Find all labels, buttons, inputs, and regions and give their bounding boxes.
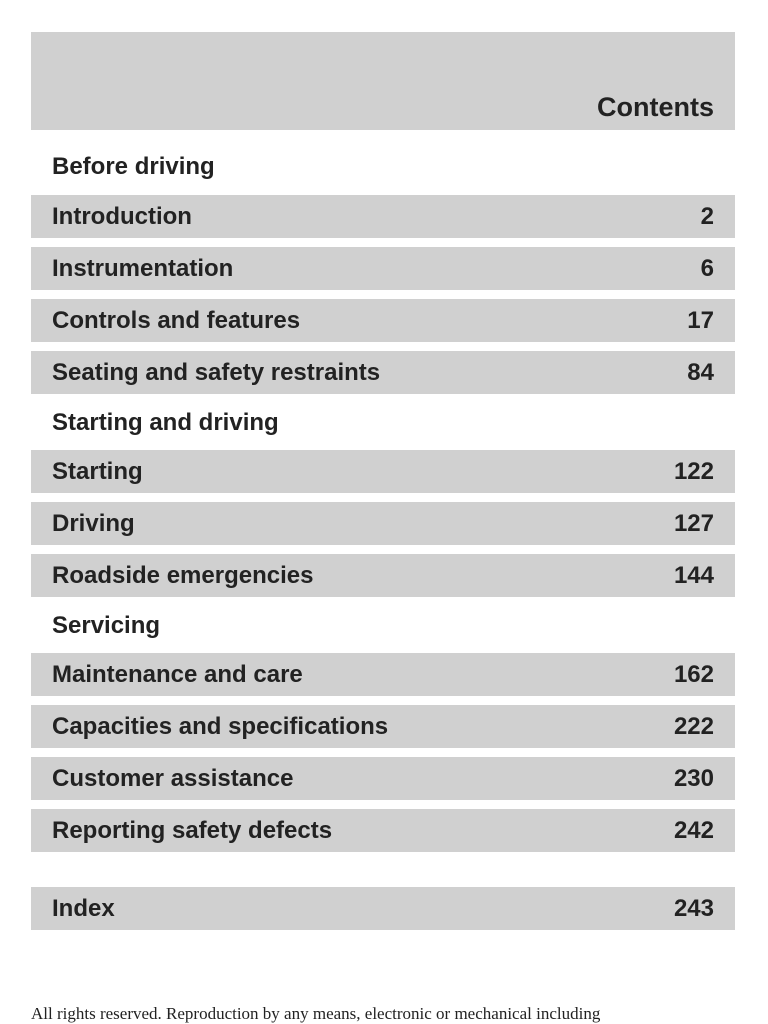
toc-entry-label: Roadside emergencies [52, 561, 314, 589]
toc-entry-controls-and-features[interactable]: Controls and features 17 [31, 299, 735, 342]
toc-entry-label: Capacities and specifications [52, 712, 389, 740]
toc-entry-label: Seating and safety restraints [52, 358, 381, 386]
toc-entry-reporting-safety-defects[interactable]: Reporting safety defects 242 [31, 809, 735, 852]
toc-entry-page: 144 [673, 561, 714, 589]
toc-entry-page: 2 [700, 202, 714, 230]
toc-entry-page: 243 [673, 894, 714, 922]
toc-entry-introduction[interactable]: Introduction 2 [31, 195, 735, 238]
toc-entry-page: 127 [673, 509, 714, 537]
section-heading-before-driving: Before driving [52, 153, 215, 180]
toc-entry-label: Index [52, 894, 115, 922]
toc-entry-capacities-and-specifications[interactable]: Capacities and specifications 222 [31, 705, 735, 748]
toc-entry-label: Maintenance and care [52, 660, 303, 688]
section-heading-starting-and-driving: Starting and driving [52, 409, 279, 436]
toc-entry-seating-and-safety-restraints[interactable]: Seating and safety restraints 84 [31, 351, 735, 394]
toc-entry-starting[interactable]: Starting 122 [31, 450, 735, 493]
toc-entry-page: 84 [687, 358, 714, 386]
section-heading-servicing: Servicing [52, 612, 161, 639]
toc-entry-page: 230 [673, 764, 714, 792]
toc-entry-instrumentation[interactable]: Instrumentation 6 [31, 247, 735, 290]
toc-entry-page: 122 [673, 457, 714, 485]
toc-entry-page: 6 [700, 254, 714, 282]
toc-entry-label: Customer assistance [52, 764, 294, 792]
contents-header: Contents [31, 32, 735, 130]
toc-entry-index[interactable]: Index 243 [31, 887, 735, 930]
toc-entry-label: Controls and features [52, 306, 301, 334]
toc-entry-page: 222 [673, 712, 714, 740]
toc-entry-label: Driving [52, 509, 135, 537]
toc-entry-label: Reporting safety defects [52, 816, 333, 844]
toc-entry-label: Introduction [52, 202, 192, 230]
toc-entry-page: 162 [673, 660, 714, 688]
toc-entry-page: 242 [673, 816, 714, 844]
toc-entry-maintenance-and-care[interactable]: Maintenance and care 162 [31, 653, 735, 696]
toc-entry-label: Starting [52, 457, 143, 485]
toc-entry-label: Instrumentation [52, 254, 234, 282]
page-title: Contents [597, 92, 714, 122]
toc-entry-roadside-emergencies[interactable]: Roadside emergencies 144 [31, 554, 735, 597]
toc-entry-page: 17 [687, 306, 714, 334]
toc-entry-customer-assistance[interactable]: Customer assistance 230 [31, 757, 735, 800]
toc-entry-driving[interactable]: Driving 127 [31, 502, 735, 545]
copyright-notice: All rights reserved. Reproduction by any… [31, 1004, 601, 1023]
